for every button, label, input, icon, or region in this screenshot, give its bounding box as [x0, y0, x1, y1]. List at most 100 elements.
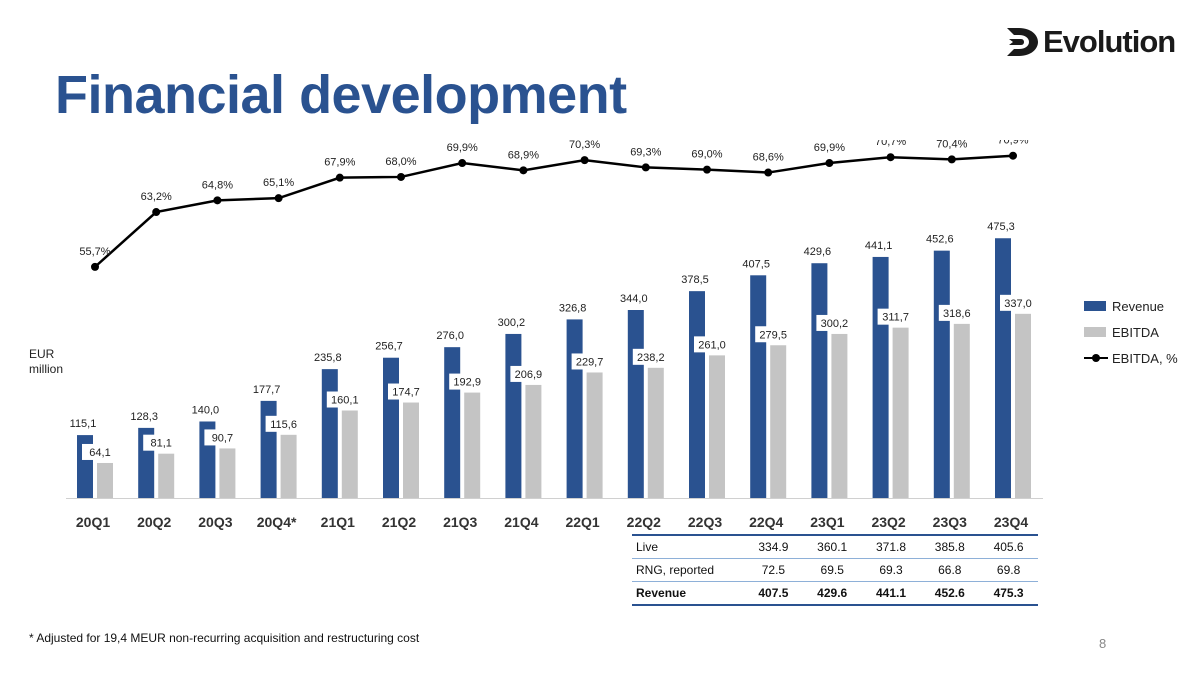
data-label-margin: 68,0% — [385, 156, 416, 168]
data-label-ebitda: 81,1 — [150, 438, 171, 450]
bar-revenue — [872, 256, 889, 498]
x-tick-label: 22Q2 — [627, 514, 661, 530]
bar-ebitda — [97, 462, 113, 498]
bar-revenue — [383, 357, 399, 498]
ebitda-margin-point — [580, 156, 589, 165]
data-label-box-ebitda — [571, 353, 608, 370]
x-tick-label: 22Q3 — [688, 514, 722, 530]
ebitda-margin-line — [94, 154, 1014, 268]
data-label-revenue: 475,3 — [987, 221, 1015, 233]
bar-revenue — [627, 310, 644, 498]
data-label-revenue: 115,1 — [70, 418, 97, 430]
ebitda-margin-point — [397, 172, 405, 181]
table-cell: 69.8 — [979, 558, 1038, 582]
data-label-box-ebitda — [816, 314, 853, 331]
legend-label-ebitda: EBITDA — [1112, 324, 1159, 340]
data-label-box-ebitda — [694, 336, 730, 353]
data-label-revenue: 235,8 — [314, 352, 342, 364]
data-label-margin: 63,2% — [141, 191, 172, 203]
ebitda-margin-point — [91, 262, 99, 271]
table-row-live: Live 334.9 360.1 371.8 385.8 405.6 — [632, 534, 1038, 559]
data-label-box-ebitda — [143, 434, 180, 451]
data-label-box-ebitda — [877, 308, 914, 325]
row-label: Live — [632, 534, 744, 559]
data-label-ebitda: 318,6 — [943, 308, 971, 320]
table-cell: 405.6 — [979, 534, 1038, 559]
table-cell: 475.3 — [979, 581, 1038, 606]
x-tick-label: 20Q4* — [257, 514, 297, 530]
x-tick-label: 20Q2 — [137, 514, 171, 530]
data-label-box-ebitda — [449, 373, 486, 390]
bar-ebitda — [280, 434, 297, 498]
x-tick-label: 20Q1 — [76, 514, 110, 530]
financial-chart: 115,1 64,1 20Q1 128,3 81,1 20Q2 140,0 90,7 20Q3 1… — [66, 140, 1043, 530]
legend-item-revenue: Revenue — [1084, 293, 1178, 319]
legend-item-margin: EBITDA, % — [1084, 345, 1178, 371]
table-cell: 429.6 — [802, 581, 862, 606]
bar-revenue — [995, 238, 1011, 499]
bar-ebitda — [525, 384, 542, 498]
data-label-revenue: 378,5 — [681, 274, 709, 286]
x-tick-label: 21Q1 — [321, 514, 355, 530]
data-label-ebitda: 90,7 — [212, 432, 233, 444]
x-tick-label: 21Q2 — [382, 514, 416, 530]
bar-revenue — [444, 347, 461, 498]
data-label-box-ebitda — [938, 304, 975, 321]
data-label-ebitda: 229,7 — [576, 356, 604, 368]
data-label-revenue: 128,3 — [130, 411, 158, 423]
bar-revenue — [750, 275, 767, 498]
ebitda-margin-point — [703, 165, 711, 174]
data-label-ebitda: 261,0 — [698, 339, 726, 351]
data-label-ebitda: 238,2 — [637, 352, 665, 364]
x-tick-label: 23Q3 — [933, 514, 967, 530]
data-label-ebitda: 115,6 — [270, 419, 297, 431]
bar-ebitda — [403, 402, 419, 498]
data-label-margin: 70,3% — [569, 140, 600, 151]
row-label: RNG, reported — [632, 558, 744, 582]
data-label-ebitda: 174,7 — [392, 387, 420, 399]
data-label-ebitda: 300,2 — [821, 318, 849, 330]
data-label-margin: 64,8% — [202, 179, 233, 191]
logo-text: Evolution — [1043, 24, 1176, 59]
data-label-box-ebitda — [1000, 294, 1036, 311]
x-tick-label: 23Q2 — [871, 514, 905, 530]
data-label-margin: 69,3% — [630, 146, 661, 158]
table-cell: 360.1 — [802, 534, 862, 559]
data-label-revenue: 344,0 — [620, 293, 648, 305]
legend-line-marker — [1084, 352, 1108, 364]
ebitda-margin-point — [825, 159, 834, 168]
data-label-revenue: 276,0 — [436, 330, 464, 342]
table-cell: 69.3 — [861, 558, 921, 582]
bar-ebitda — [831, 333, 848, 498]
legend-swatch-ebitda — [1084, 327, 1106, 337]
data-label-revenue: 256,7 — [375, 341, 403, 353]
table-cell: 441.1 — [861, 581, 921, 606]
data-label-box-ebitda — [388, 383, 424, 400]
data-label-ebitda: 206,9 — [515, 369, 543, 381]
bar-revenue — [566, 319, 583, 498]
data-label-revenue: 300,2 — [498, 317, 526, 329]
data-label-margin: 69,9% — [814, 142, 845, 154]
bar-ebitda — [464, 392, 481, 498]
x-tick-label: 21Q4 — [504, 514, 538, 530]
x-tick-label: 20Q3 — [198, 514, 232, 530]
table-cell: 72.5 — [744, 558, 803, 582]
revenue-breakdown-table: Live 334.9 360.1 371.8 385.8 405.6 RNG, … — [632, 534, 1038, 606]
ebitda-margin-point — [886, 153, 895, 162]
bar-revenue — [321, 369, 338, 498]
evolution-logo-icon — [1007, 28, 1038, 56]
x-tick-label: 23Q1 — [810, 514, 844, 530]
table-cell: 69.5 — [802, 558, 862, 582]
data-label-revenue: 429,6 — [804, 246, 832, 258]
ebitda-margin-point — [274, 194, 283, 203]
data-label-ebitda: 279,5 — [759, 329, 787, 341]
bar-ebitda — [647, 367, 664, 498]
legend-label-margin: EBITDA, % — [1112, 350, 1178, 366]
bar-ebitda — [341, 410, 358, 498]
data-label-ebitda: 160,1 — [331, 395, 359, 407]
page-number: 8 — [1099, 636, 1107, 651]
table-row-revenue: Revenue 407.5 429.6 441.1 452.6 475.3 — [632, 581, 1038, 606]
data-label-box-ebitda — [204, 429, 241, 446]
table-cell: 334.9 — [744, 534, 803, 559]
row-label: Revenue — [632, 581, 744, 606]
